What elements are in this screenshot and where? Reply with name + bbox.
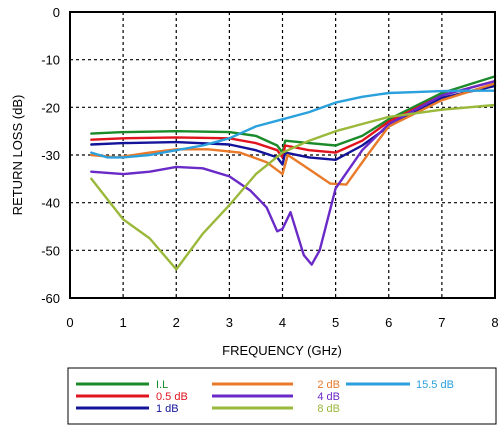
y-axis-title: RETURN LOSS (dB) bbox=[10, 95, 25, 216]
y-tick-label: -20 bbox=[41, 100, 60, 115]
y-tick-label: -60 bbox=[41, 291, 60, 306]
series-line-i-l bbox=[90, 75, 497, 154]
x-tick-label: 2 bbox=[173, 315, 180, 330]
x-tick-label: 3 bbox=[226, 315, 233, 330]
legend-label: 2 dB bbox=[317, 379, 340, 391]
legend-label: 0.5 dB bbox=[156, 391, 188, 403]
legend-label: I.L bbox=[156, 379, 168, 391]
series-line-4-db bbox=[90, 79, 497, 266]
x-tick-label: 1 bbox=[120, 315, 127, 330]
legend-label: 8 dB bbox=[317, 403, 340, 415]
x-tick-label: 4 bbox=[279, 315, 286, 330]
y-tick-label: -10 bbox=[41, 53, 60, 68]
x-axis-title: FREQUENCY (GHz) bbox=[222, 343, 342, 358]
series-line-8-db bbox=[90, 103, 497, 271]
legend-label: 1 dB bbox=[156, 403, 179, 415]
legend: I.L0.5 dB1 dB 2 dB4 dB8 dB 15.5 dB bbox=[76, 379, 454, 415]
y-tick-label: -50 bbox=[41, 243, 60, 258]
y-tick-labels: 0 -10 -20 -30 -40 -50 -60 bbox=[41, 5, 60, 306]
x-tick-labels: 0 1 2 3 4 5 6 7 8 bbox=[66, 315, 498, 330]
x-tick-label: 8 bbox=[491, 315, 498, 330]
plot-series bbox=[90, 75, 497, 271]
y-tick-label: 0 bbox=[53, 5, 60, 20]
y-tick-label: -30 bbox=[41, 148, 60, 163]
y-tick-label: -40 bbox=[41, 196, 60, 211]
legend-label: 4 dB bbox=[317, 391, 340, 403]
legend-label: 15.5 dB bbox=[416, 379, 454, 391]
x-tick-label: 6 bbox=[385, 315, 392, 330]
x-tick-label: 7 bbox=[438, 315, 445, 330]
series-line-15-5-db bbox=[90, 89, 497, 159]
x-tick-label: 5 bbox=[332, 315, 339, 330]
plot-frame bbox=[69, 11, 496, 299]
series-line-2-db bbox=[90, 82, 497, 186]
x-tick-label: 0 bbox=[66, 315, 73, 330]
